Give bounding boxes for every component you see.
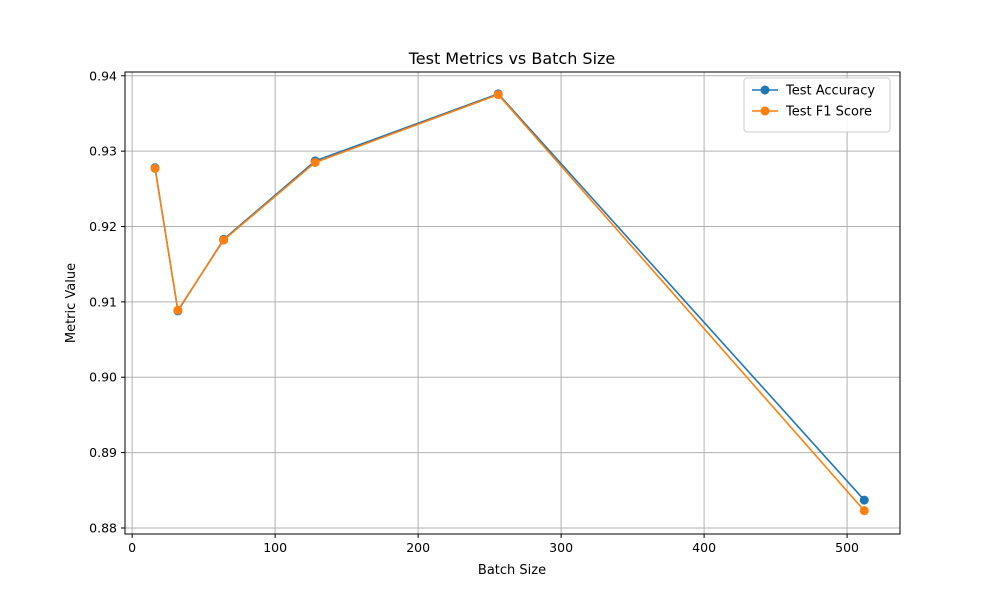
series-line-test-f1-score xyxy=(154,93,865,512)
y-tick-label: 0.90 xyxy=(89,370,117,385)
legend-item-test-f1-score: Test F1 Score xyxy=(752,105,872,120)
data-series-layer xyxy=(150,89,869,516)
data-point-test-f1-score xyxy=(493,90,503,100)
y-tick-label: 0.92 xyxy=(89,219,117,234)
y-tick-label: 0.88 xyxy=(89,520,117,535)
y-axis-label: Metric Value xyxy=(64,263,79,343)
data-point-test-accuracy xyxy=(859,495,869,505)
data-point-test-f1-score xyxy=(150,163,160,173)
legend-marker-test-accuracy xyxy=(760,85,770,95)
plot-frame xyxy=(124,71,901,535)
data-point-test-f1-score xyxy=(310,157,320,167)
chart-title: Test Metrics vs Batch Size xyxy=(408,49,616,68)
y-tick-label: 0.89 xyxy=(89,445,117,460)
x-tick-label: 200 xyxy=(406,540,430,555)
y-tick-label: 0.93 xyxy=(89,144,117,159)
x-tick-label: 0 xyxy=(128,540,136,555)
grid-lines xyxy=(125,72,900,534)
x-axis-label: Batch Size xyxy=(478,563,546,578)
data-point-test-f1-score xyxy=(173,305,183,315)
x-tick-label: 400 xyxy=(692,540,716,555)
y-tick-label: 0.91 xyxy=(89,294,117,309)
x-tick-label: 300 xyxy=(549,540,573,555)
legend-label-test-f1-score: Test F1 Score xyxy=(785,105,872,120)
data-point-test-f1-score xyxy=(219,235,229,245)
x-tick-label: 100 xyxy=(263,540,287,555)
legend-marker-test-f1-score xyxy=(760,106,770,116)
legend-label-test-accuracy: Test Accuracy xyxy=(785,84,875,99)
legend-box xyxy=(743,77,891,133)
axis-ticks: 0 100 200 300 400 500 0.88 0.89 0.90 0.91 0.92 0.93… xyxy=(89,68,859,555)
legend-item-test-accuracy: Test Accuracy xyxy=(752,84,875,99)
y-tick-label: 0.94 xyxy=(89,68,117,83)
legend: Test Accuracy Test F1 Score xyxy=(743,77,891,133)
data-point-test-f1-score xyxy=(859,506,869,516)
series-test-f1-score xyxy=(150,90,869,516)
x-tick-label: 500 xyxy=(835,540,859,555)
